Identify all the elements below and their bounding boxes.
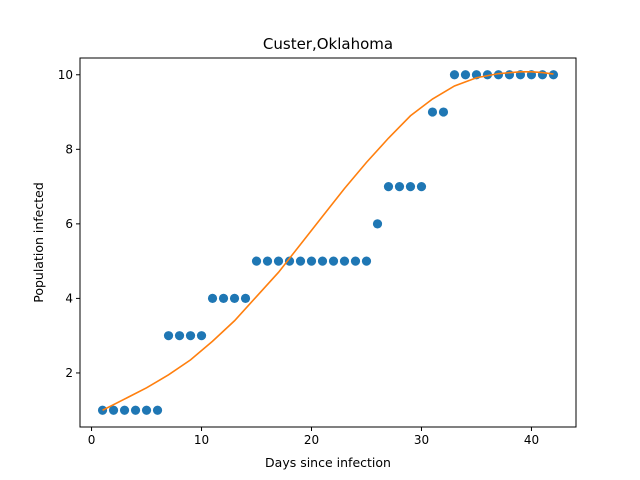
y-tick-label: 4 — [65, 291, 73, 305]
data-point — [361, 256, 372, 266]
data-point — [97, 405, 108, 415]
data-point — [262, 256, 273, 266]
data-point — [405, 181, 416, 192]
data-point — [416, 181, 427, 192]
data-point — [493, 70, 504, 80]
data-point — [273, 256, 284, 266]
data-point — [504, 70, 515, 80]
x-axis: 0 10 20 30 40 — [88, 427, 539, 447]
data-point — [482, 70, 493, 80]
x-tick-label: 10 — [194, 433, 209, 447]
y-tick-label: 6 — [65, 217, 73, 231]
x-tick-label: 40 — [524, 433, 539, 447]
data-point — [119, 405, 130, 415]
data-point — [174, 331, 185, 341]
data-point — [306, 256, 317, 266]
data-point — [317, 256, 328, 266]
data-point — [548, 70, 559, 80]
data-point — [163, 331, 174, 341]
y-axis-label: Population infected — [31, 182, 46, 303]
x-tick-label: 30 — [414, 433, 429, 447]
data-point — [328, 256, 339, 266]
data-point — [383, 181, 394, 192]
plot-frame — [79, 57, 577, 428]
data-point — [460, 70, 471, 80]
data-point — [438, 107, 449, 117]
x-tick-label: 0 — [88, 433, 96, 447]
y-tick-label: 8 — [65, 142, 73, 156]
data-point — [394, 181, 405, 192]
y-axis: 2 4 6 8 10 — [58, 68, 80, 380]
chart-title: Custer,Oklahoma — [263, 35, 393, 53]
data-point — [196, 331, 207, 341]
data-point — [141, 405, 152, 415]
series-layer — [97, 70, 559, 415]
data-point — [229, 293, 240, 304]
y-tick-label: 10 — [58, 68, 73, 82]
x-axis-label: Days since infection — [265, 455, 391, 470]
data-point — [295, 256, 306, 266]
data-point — [108, 405, 119, 415]
data-point — [372, 219, 383, 229]
data-point — [218, 293, 229, 304]
y-tick-label: 2 — [65, 366, 73, 380]
data-point — [449, 70, 460, 80]
data-point — [339, 256, 350, 266]
x-tick-label: 20 — [304, 433, 319, 447]
data-point — [251, 256, 262, 266]
data-point — [185, 331, 196, 341]
data-point — [152, 405, 163, 415]
data-point — [284, 256, 295, 266]
data-point — [350, 256, 361, 266]
data-point — [427, 107, 438, 117]
fit-line — [102, 70, 554, 411]
data-point — [207, 293, 218, 304]
data-point — [240, 293, 251, 304]
data-point — [130, 405, 141, 415]
